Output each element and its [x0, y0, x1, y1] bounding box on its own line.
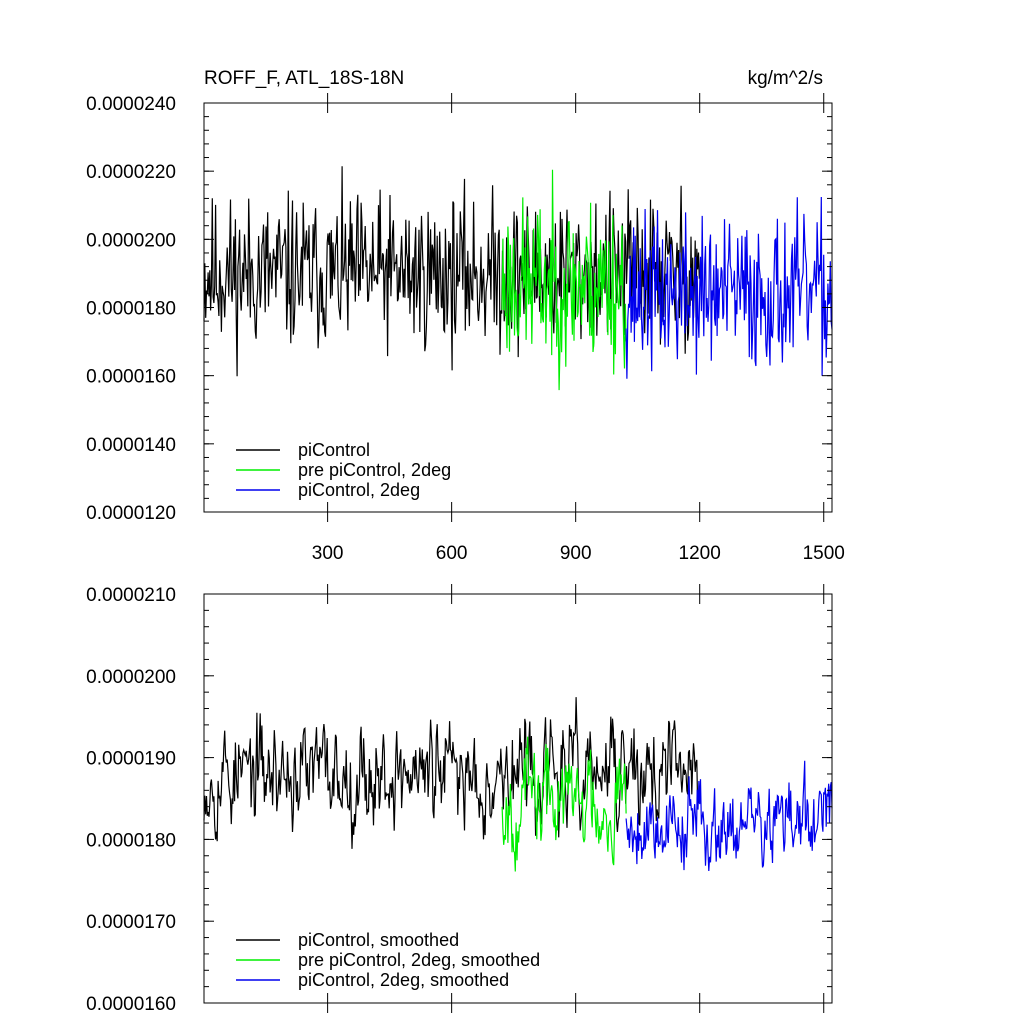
legend-label: piControl: [298, 440, 370, 460]
y-tick-label: 0.0000170: [86, 912, 176, 933]
legend-label: piControl, 2deg: [298, 480, 420, 500]
series-line-picontrol-2deg-smoothed: [625, 760, 833, 872]
x-tick-label: 1200: [679, 543, 721, 564]
series-line-picontrol-smoothed: [203, 697, 700, 849]
plot-frame: [203, 593, 833, 1004]
y-tick-label: 0.0000160: [86, 994, 176, 1015]
series-line-picontrol: [203, 166, 700, 377]
top-panel: ROFF_F, ATL_18S-18N kg/m^2/s 0.0000120 0.…: [86, 68, 845, 564]
legend-label: piControl, 2deg, smoothed: [298, 970, 509, 990]
y-tick-label: 0.0000140: [86, 435, 176, 456]
legend-label: piControl, smoothed: [298, 930, 459, 950]
series-line-picontrol-2deg: [625, 196, 833, 379]
legend-label: pre piControl, 2deg: [298, 460, 451, 480]
y-tick-label: 0.0000210: [86, 585, 176, 606]
top-panel-units: kg/m^2/s: [748, 68, 823, 89]
x-tick-label: 900: [560, 543, 592, 564]
y-tick-label: 0.0000180: [86, 299, 176, 320]
bottom-panel: 0.0000160 0.0000170 0.0000180 0.0000190 0.00…: [86, 584, 833, 1015]
x-tick-label: 300: [312, 543, 344, 564]
y-tick-label: 0.0000160: [86, 367, 176, 388]
y-tick-label: 0.0000190: [86, 749, 176, 770]
series-line-pre-picontrol-2deg-smoothed: [501, 736, 627, 872]
series-line-pre-picontrol-2deg: [501, 169, 627, 391]
y-tick-label: 0.0000180: [86, 830, 176, 851]
legend-label: pre piControl, 2deg, smoothed: [298, 950, 540, 970]
x-tick-label: 600: [436, 543, 468, 564]
y-tick-label: 0.0000200: [86, 230, 176, 251]
y-tick-label: 0.0000220: [86, 162, 176, 183]
top-panel-title: ROFF_F, ATL_18S-18N: [204, 68, 404, 89]
y-tick-label: 0.0000120: [86, 503, 176, 524]
y-tick-label: 0.0000240: [86, 94, 176, 115]
x-tick-label: 1500: [803, 543, 845, 564]
y-tick-label: 0.0000200: [86, 667, 176, 688]
